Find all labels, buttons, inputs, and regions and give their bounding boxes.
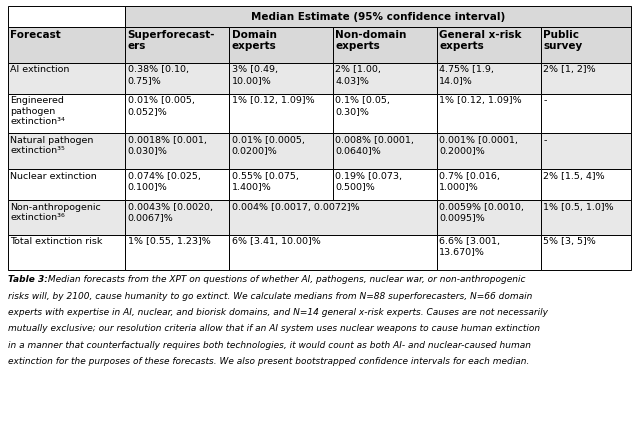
Text: 6% [3.41, 10.00]%: 6% [3.41, 10.00]% bbox=[231, 237, 320, 246]
Bar bbox=[8, 169, 125, 200]
Bar bbox=[8, 235, 125, 270]
Text: 0.0043% [0.0020,
0.0067]%: 0.0043% [0.0020, 0.0067]% bbox=[128, 203, 213, 222]
Bar bbox=[437, 169, 541, 200]
Text: mutually exclusive; our resolution criteria allow that if an AI system uses nucl: mutually exclusive; our resolution crite… bbox=[8, 324, 540, 334]
Bar bbox=[8, 6, 125, 27]
Bar bbox=[437, 27, 541, 63]
Text: 0.001% [0.0001,
0.2000]%: 0.001% [0.0001, 0.2000]% bbox=[440, 136, 518, 156]
Bar bbox=[333, 27, 437, 63]
Bar bbox=[125, 94, 229, 133]
Bar bbox=[229, 133, 333, 169]
Text: 0.004% [0.0017, 0.0072]%: 0.004% [0.0017, 0.0072]% bbox=[231, 203, 359, 212]
Text: -: - bbox=[543, 96, 547, 105]
Text: Superforecast-
ers: Superforecast- ers bbox=[128, 30, 215, 51]
Bar bbox=[541, 169, 631, 200]
Text: -: - bbox=[543, 136, 547, 145]
Bar bbox=[125, 169, 229, 200]
Bar bbox=[333, 169, 437, 200]
Text: 1% [0.12, 1.09]%: 1% [0.12, 1.09]% bbox=[231, 96, 314, 105]
Text: AI extinction: AI extinction bbox=[10, 65, 70, 74]
Text: extinction for the purposes of these forecasts. We also present bootstrapped con: extinction for the purposes of these for… bbox=[8, 357, 529, 366]
Bar bbox=[8, 133, 125, 169]
Text: 0.38% [0.10,
0.75]%: 0.38% [0.10, 0.75]% bbox=[128, 65, 189, 85]
Text: 5% [3, 5]%: 5% [3, 5]% bbox=[543, 237, 596, 246]
Bar bbox=[8, 200, 125, 235]
Text: Public
survey: Public survey bbox=[543, 30, 583, 51]
Bar bbox=[125, 27, 229, 63]
Bar bbox=[125, 133, 229, 169]
Text: Engineered
pathogen
extinction³⁴: Engineered pathogen extinction³⁴ bbox=[10, 96, 65, 126]
Text: experts with expertise in AI, nuclear, and biorisk domains, and N=14 general x-r: experts with expertise in AI, nuclear, a… bbox=[8, 308, 548, 317]
Bar bbox=[333, 63, 437, 94]
Bar bbox=[229, 63, 333, 94]
Bar bbox=[541, 133, 631, 169]
Text: 2% [1.5, 4]%: 2% [1.5, 4]% bbox=[543, 172, 605, 181]
Text: Non-anthropogenic
extinction³⁶: Non-anthropogenic extinction³⁶ bbox=[10, 203, 101, 222]
Text: 0.55% [0.075,
1.400]%: 0.55% [0.075, 1.400]% bbox=[231, 172, 298, 191]
Bar bbox=[229, 27, 333, 63]
Text: 0.01% [0.005,
0.052]%: 0.01% [0.005, 0.052]% bbox=[128, 96, 194, 116]
Text: 1% [0.5, 1.0]%: 1% [0.5, 1.0]% bbox=[543, 203, 614, 212]
Text: risks will, by 2100, cause humanity to go extinct. We calculate medians from N=8: risks will, by 2100, cause humanity to g… bbox=[8, 292, 532, 301]
Text: 4.75% [1.9,
14.0]%: 4.75% [1.9, 14.0]% bbox=[440, 65, 495, 85]
Text: Natural pathogen
extinction³⁵: Natural pathogen extinction³⁵ bbox=[10, 136, 93, 156]
Bar bbox=[437, 94, 541, 133]
Bar bbox=[8, 63, 125, 94]
Bar bbox=[541, 235, 631, 270]
Bar bbox=[437, 63, 541, 94]
Text: 0.074% [0.025,
0.100]%: 0.074% [0.025, 0.100]% bbox=[128, 172, 201, 191]
Bar bbox=[541, 200, 631, 235]
Text: 3% [0.49,
10.00]%: 3% [0.49, 10.00]% bbox=[231, 65, 277, 85]
Text: Total extinction risk: Total extinction risk bbox=[10, 237, 103, 246]
Text: 0.0018% [0.001,
0.030]%: 0.0018% [0.001, 0.030]% bbox=[128, 136, 206, 156]
Bar bbox=[333, 94, 437, 133]
Text: 6.6% [3.001,
13.670]%: 6.6% [3.001, 13.670]% bbox=[440, 237, 500, 257]
Text: 0.19% [0.073,
0.500]%: 0.19% [0.073, 0.500]% bbox=[335, 172, 403, 191]
Bar bbox=[8, 27, 125, 63]
Bar bbox=[125, 63, 229, 94]
Text: Forecast: Forecast bbox=[10, 30, 61, 40]
Text: 0.008% [0.0001,
0.0640]%: 0.008% [0.0001, 0.0640]% bbox=[335, 136, 414, 156]
Bar bbox=[8, 94, 125, 133]
Bar bbox=[125, 200, 229, 235]
Bar bbox=[333, 133, 437, 169]
Bar bbox=[229, 235, 437, 270]
Text: 0.7% [0.016,
1.000]%: 0.7% [0.016, 1.000]% bbox=[440, 172, 500, 191]
Text: 0.1% [0.05,
0.30]%: 0.1% [0.05, 0.30]% bbox=[335, 96, 390, 116]
Text: 0.01% [0.0005,
0.0200]%: 0.01% [0.0005, 0.0200]% bbox=[231, 136, 304, 156]
Bar bbox=[541, 94, 631, 133]
Text: 2% [1, 2]%: 2% [1, 2]% bbox=[543, 65, 596, 74]
Bar bbox=[229, 94, 333, 133]
Bar bbox=[437, 200, 541, 235]
Text: Median forecasts from the XPT on questions of whether AI, pathogens, nuclear war: Median forecasts from the XPT on questio… bbox=[45, 275, 525, 284]
Text: 1% [0.12, 1.09]%: 1% [0.12, 1.09]% bbox=[440, 96, 522, 105]
Bar bbox=[541, 27, 631, 63]
Text: Median Estimate (95% confidence interval): Median Estimate (95% confidence interval… bbox=[251, 12, 505, 22]
Bar bbox=[437, 235, 541, 270]
Bar bbox=[437, 133, 541, 169]
Text: Domain
experts: Domain experts bbox=[231, 30, 277, 51]
Bar bbox=[125, 6, 631, 27]
Bar bbox=[229, 169, 333, 200]
Text: Non-domain
experts: Non-domain experts bbox=[335, 30, 407, 51]
Text: Nuclear extinction: Nuclear extinction bbox=[10, 172, 97, 181]
Bar bbox=[229, 200, 437, 235]
Text: Table 3:: Table 3: bbox=[8, 275, 47, 284]
Text: 2% [1.00,
4.03]%: 2% [1.00, 4.03]% bbox=[335, 65, 381, 85]
Bar bbox=[125, 235, 229, 270]
Text: General x-risk
experts: General x-risk experts bbox=[440, 30, 522, 51]
Text: 1% [0.55, 1.23]%: 1% [0.55, 1.23]% bbox=[128, 237, 210, 246]
Text: in a manner that counterfactually requires both technologies, it would count as : in a manner that counterfactually requir… bbox=[8, 341, 530, 350]
Bar bbox=[541, 63, 631, 94]
Text: 0.0059% [0.0010,
0.0095]%: 0.0059% [0.0010, 0.0095]% bbox=[440, 203, 524, 222]
